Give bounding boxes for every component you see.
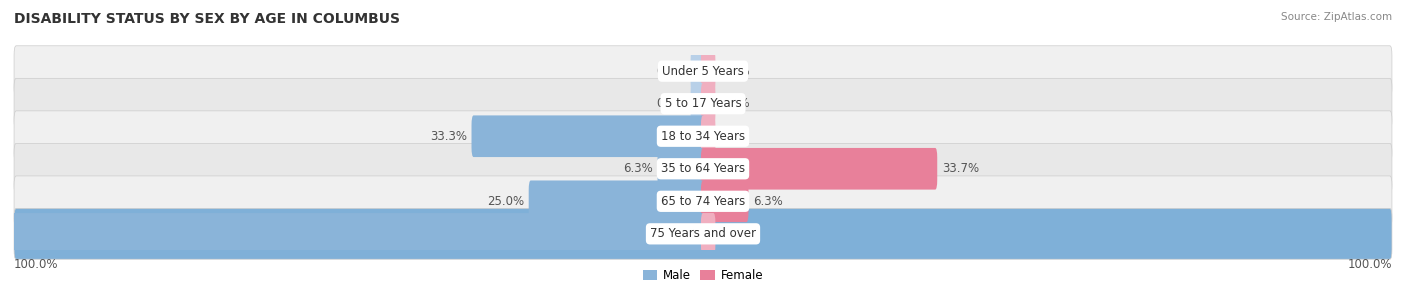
Text: 6.3%: 6.3%: [754, 195, 783, 208]
FancyBboxPatch shape: [702, 181, 748, 222]
FancyBboxPatch shape: [702, 50, 716, 92]
FancyBboxPatch shape: [702, 83, 716, 124]
Text: 5 to 17 Years: 5 to 17 Years: [665, 97, 741, 110]
FancyBboxPatch shape: [702, 115, 716, 157]
Text: 35 to 64 Years: 35 to 64 Years: [661, 162, 745, 175]
Text: 6.3%: 6.3%: [623, 162, 652, 175]
FancyBboxPatch shape: [14, 176, 1392, 227]
Text: 0.0%: 0.0%: [720, 65, 749, 78]
Text: 25.0%: 25.0%: [486, 195, 524, 208]
Text: 33.3%: 33.3%: [430, 130, 467, 143]
Text: 75 Years and over: 75 Years and over: [650, 227, 756, 240]
FancyBboxPatch shape: [471, 115, 704, 157]
Legend: Male, Female: Male, Female: [638, 265, 768, 287]
Text: Source: ZipAtlas.com: Source: ZipAtlas.com: [1281, 12, 1392, 22]
Text: 0.0%: 0.0%: [657, 65, 686, 78]
Text: DISABILITY STATUS BY SEX BY AGE IN COLUMBUS: DISABILITY STATUS BY SEX BY AGE IN COLUM…: [14, 12, 401, 26]
Text: 0.0%: 0.0%: [720, 227, 749, 240]
Text: Under 5 Years: Under 5 Years: [662, 65, 744, 78]
Text: 65 to 74 Years: 65 to 74 Years: [661, 195, 745, 208]
Text: 0.0%: 0.0%: [657, 97, 686, 110]
FancyBboxPatch shape: [702, 213, 716, 255]
Text: 18 to 34 Years: 18 to 34 Years: [661, 130, 745, 143]
FancyBboxPatch shape: [658, 148, 704, 190]
FancyBboxPatch shape: [690, 50, 704, 92]
Text: 33.7%: 33.7%: [942, 162, 979, 175]
Text: 100.0%: 100.0%: [14, 258, 59, 271]
FancyBboxPatch shape: [13, 213, 704, 255]
Text: 0.0%: 0.0%: [720, 97, 749, 110]
FancyBboxPatch shape: [14, 111, 1392, 162]
Text: 100.0%: 100.0%: [0, 227, 7, 240]
FancyBboxPatch shape: [702, 148, 938, 190]
Text: 100.0%: 100.0%: [1347, 258, 1392, 271]
FancyBboxPatch shape: [14, 208, 1392, 259]
FancyBboxPatch shape: [14, 143, 1392, 194]
Text: 0.0%: 0.0%: [720, 130, 749, 143]
FancyBboxPatch shape: [690, 83, 704, 124]
FancyBboxPatch shape: [14, 78, 1392, 129]
FancyBboxPatch shape: [14, 46, 1392, 97]
FancyBboxPatch shape: [529, 181, 704, 222]
